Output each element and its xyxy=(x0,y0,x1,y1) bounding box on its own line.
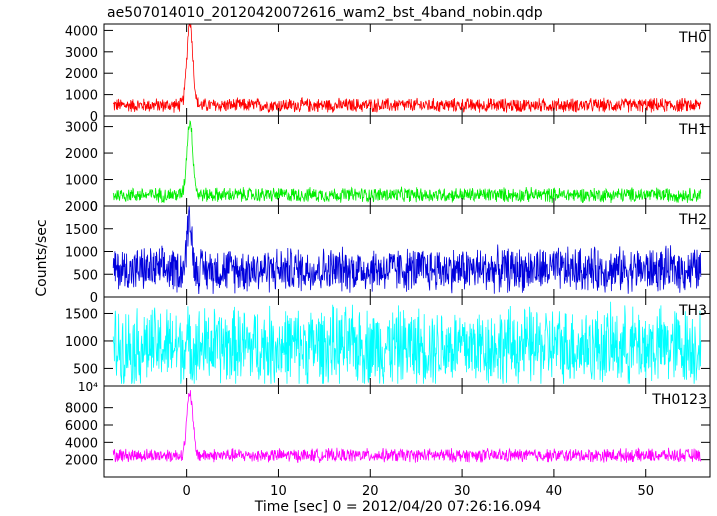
chart-title: ae507014010_20120420072616_wam2_bst_4ban… xyxy=(107,5,543,21)
y-tick-label: 0 xyxy=(90,200,98,215)
x-axis-label: Time [sec] 0 = 2012/04/20 07:26:16.094 xyxy=(254,499,542,515)
panel-label-th1: TH1 xyxy=(678,122,707,138)
y-tick-label: 0 xyxy=(90,291,98,306)
y-tick-label: 2000 xyxy=(65,147,98,162)
panel-label-th0123: TH0123 xyxy=(651,392,707,408)
series-line-th0 xyxy=(112,23,702,113)
y-tick-label: 1000 xyxy=(65,89,98,104)
x-tick-label: 20 xyxy=(362,484,379,499)
y-tick-label: 3000 xyxy=(65,121,98,136)
series-line-th1 xyxy=(112,120,702,204)
panel-frame xyxy=(103,385,711,478)
y-tick-label-exponent: 10⁴ xyxy=(78,380,98,394)
y-tick-label: 4000 xyxy=(65,24,98,39)
y-tick-label: 4000 xyxy=(65,436,98,451)
panel-label-th0: TH0 xyxy=(678,30,707,46)
y-tick-label: 2000 xyxy=(65,454,98,469)
y-tick-label: 3000 xyxy=(65,46,98,61)
x-tick-label: 10 xyxy=(270,484,287,499)
x-tick-label: 0 xyxy=(182,484,190,499)
series-line-th0123 xyxy=(112,390,702,464)
panel-th2: 0 500 1000 1500 2000 TH2 xyxy=(65,200,711,306)
series-line-th3 xyxy=(112,301,702,384)
y-tick-label: 2000 xyxy=(65,200,98,215)
y-tick-label: 1000 xyxy=(65,174,98,189)
x-tick-label: 40 xyxy=(546,484,563,499)
x-tick-label: 50 xyxy=(637,484,654,499)
panel-label-th3: TH3 xyxy=(678,303,707,319)
y-tick-label: 8000 xyxy=(65,402,98,417)
y-tick-label: 0 xyxy=(90,110,98,125)
y-tick-label: 2000 xyxy=(65,67,98,82)
panel-th0123: 2000 4000 6000 8000 10⁴ TH0123 xyxy=(65,380,711,478)
y-tick-label: 1500 xyxy=(65,223,98,238)
panel-th1: 0 1000 2000 3000 TH1 xyxy=(65,115,711,215)
y-tick-label: 6000 xyxy=(65,419,98,434)
y-tick-label: 1000 xyxy=(65,246,98,261)
x-tick-label: 30 xyxy=(454,484,471,499)
y-tick-label: 500 xyxy=(73,268,98,283)
series-line-th2 xyxy=(112,205,702,295)
y-axis-label: Counts/sec xyxy=(34,219,50,296)
y-tick-label: 500 xyxy=(73,362,98,377)
y-tick-label: 1500 xyxy=(65,307,98,322)
panel-label-th2: TH2 xyxy=(678,212,707,228)
y-tick-label: 1000 xyxy=(65,335,98,350)
